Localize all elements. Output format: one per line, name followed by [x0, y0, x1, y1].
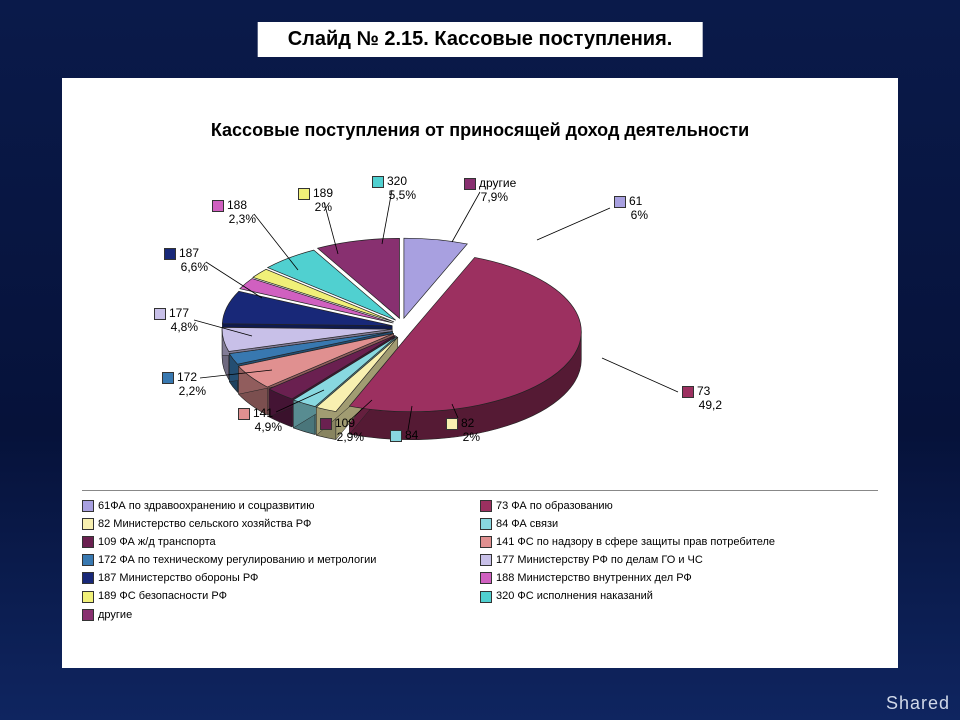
slice-label-189: 189 2% — [298, 186, 333, 215]
slice-label-187: 187 6,6% — [164, 246, 208, 275]
leader-61 — [537, 208, 610, 240]
slice-label-172: 172 2,2% — [162, 370, 206, 399]
slice-label-188: 188 2,3% — [212, 198, 256, 227]
slice-label-177: 177 4,8% — [154, 306, 198, 335]
legend-item-187: 187 Министерство обороны РФ — [82, 569, 480, 587]
legend-item-84: 84 ФА связи — [480, 515, 878, 533]
slice-label-320: 320 5,5% — [372, 174, 416, 203]
leader-188 — [254, 214, 298, 270]
legend-item-188: 188 Министерство внутренних дел РФ — [480, 569, 878, 587]
legend-item-141: 141 ФС по надзору в сфере защиты прав по… — [480, 533, 878, 551]
slice-label-84: 84 — [390, 428, 418, 442]
legend-item-73: 73 ФА по образованию — [480, 497, 878, 515]
legend-item-172: 172 ФА по техническому регулированию и м… — [82, 551, 480, 569]
legend: 61ФА по здравоохранению и соцразвитию73 … — [82, 490, 878, 624]
slice-label-другие: другие 7,9% — [464, 176, 516, 205]
legend-item-320: 320 ФС исполнения наказаний — [480, 587, 878, 605]
legend-item-другие: другие — [82, 606, 480, 624]
slice-label-82: 82 2% — [446, 416, 480, 445]
slice-label-109: 109 2,9% — [320, 416, 364, 445]
slide-title: Слайд № 2.15. Кассовые поступления. — [258, 22, 703, 57]
watermark: Shared — [886, 693, 950, 714]
leader-73 — [602, 358, 678, 392]
legend-item-177: 177 Министерству РФ по делам ГО и ЧС — [480, 551, 878, 569]
slice-label-61: 61 6% — [614, 194, 648, 223]
legend-item-82: 82 Министерство сельского хозяйства РФ — [82, 515, 480, 533]
pie-chart: 61 6% 73 49,2 82 2% 84 109 2,9% 141 4,9% 172 2… — [62, 178, 898, 458]
chart-title: Кассовые поступления от приносящей доход… — [211, 120, 749, 141]
slice-label-141: 141 4,9% — [238, 406, 282, 435]
legend-item-189: 189 ФС безопасности РФ — [82, 587, 480, 605]
legend-item-61: 61ФА по здравоохранению и соцразвитию — [82, 497, 480, 515]
legend-item-109: 109 ФА ж/д транспорта — [82, 533, 480, 551]
chart-container: Кассовые поступления от приносящей доход… — [62, 78, 898, 668]
slice-label-73: 73 49,2 — [682, 384, 722, 413]
